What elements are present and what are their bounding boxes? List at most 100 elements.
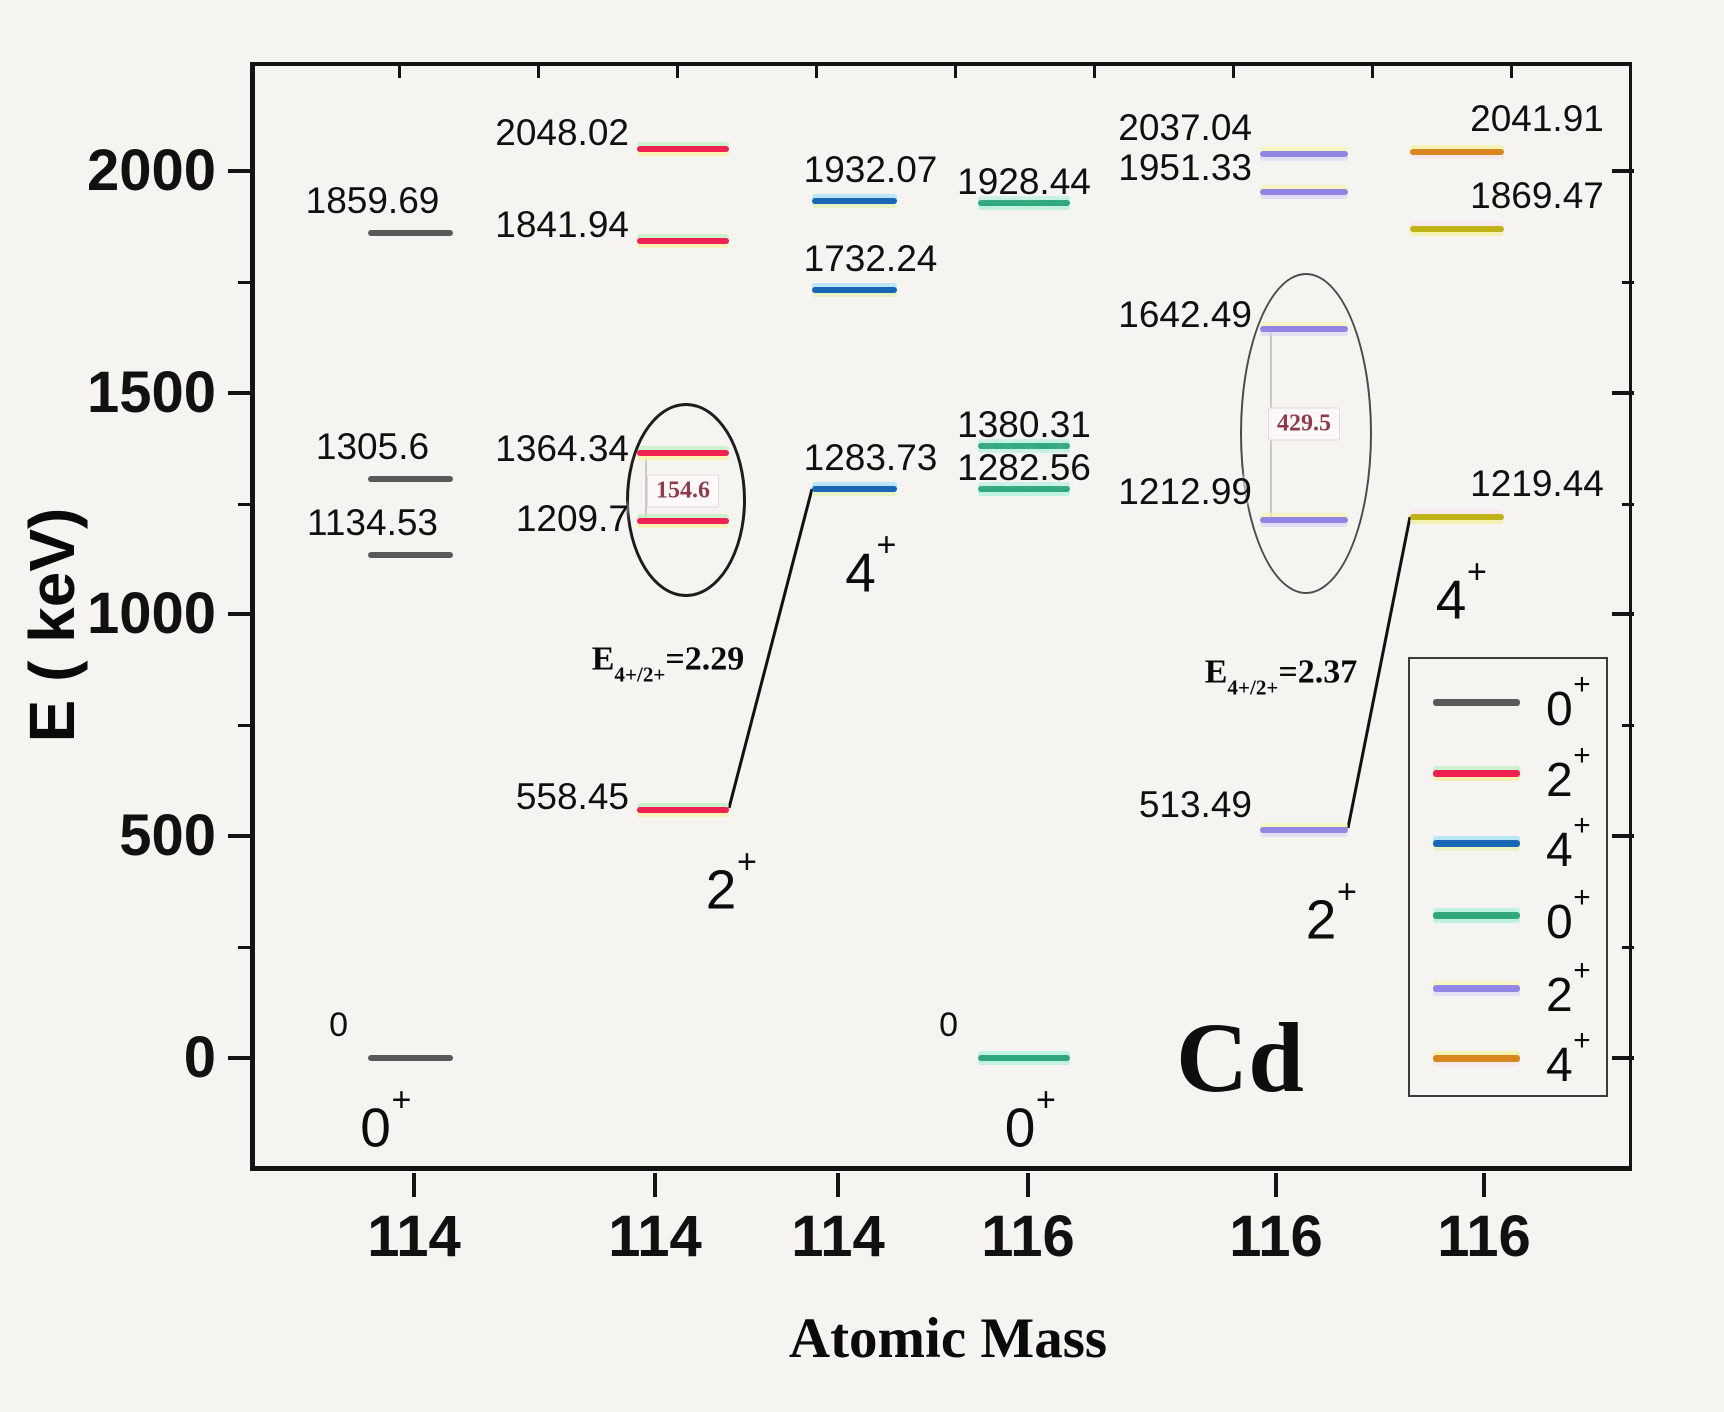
x-axis-tick-label: 116 — [1229, 1204, 1323, 1269]
legend-line-sample — [1433, 840, 1520, 847]
level-energy-label: 1869.47 — [1470, 175, 1604, 216]
level-energy-label: 1951.33 — [1118, 147, 1252, 188]
y-axis-minor-tick-right — [1622, 281, 1634, 284]
legend-entry-label: 2+ — [1546, 953, 1591, 1022]
level-line — [812, 486, 897, 492]
level-energy-label: 558.45 — [515, 776, 629, 817]
x-axis-tick-label: 114 — [608, 1204, 702, 1269]
level-energy-label: 1282.56 — [957, 447, 1091, 488]
y-axis-minor-tick-right — [1622, 724, 1634, 727]
top-axis-tick — [537, 62, 540, 78]
level-energy-label: 2041.91 — [1470, 98, 1604, 139]
level-line — [637, 146, 729, 152]
level-energy-label: 2037.04 — [1118, 107, 1252, 148]
level-line — [637, 238, 729, 244]
level-energy-label: 1212.99 — [1118, 471, 1252, 512]
level-line — [978, 1055, 1070, 1061]
legend-line-sample — [1433, 985, 1520, 992]
legend-line-sample — [1433, 770, 1520, 777]
y-axis-major-tick — [228, 1056, 250, 1060]
level-energy-label: 1732.24 — [803, 238, 938, 279]
top-axis-tick — [1093, 62, 1096, 78]
y-axis-minor-tick — [238, 503, 250, 506]
level-energy-label: 1932.07 — [803, 149, 938, 190]
level-energy-label: 2048.02 — [495, 112, 629, 153]
y-axis-major-tick-right — [1612, 612, 1634, 616]
x-axis-tick — [412, 1173, 416, 1197]
y-axis-minor-tick — [238, 281, 250, 284]
y-axis-tick-label: 500 — [119, 803, 216, 868]
level-line — [978, 443, 1070, 449]
energy-gap-label: 429.5 — [1268, 407, 1340, 440]
level-line — [978, 200, 1070, 206]
legend-line-sample — [1433, 912, 1520, 919]
y-axis-major-tick — [228, 391, 250, 395]
y-axis-major-tick-right — [1612, 391, 1634, 395]
y-axis-minor-tick — [238, 724, 250, 727]
spin-parity-label: 4+ — [1435, 552, 1487, 631]
x-axis-tick — [1274, 1173, 1278, 1197]
level-energy-label: 1841.94 — [495, 204, 629, 245]
legend-entry-label: 2+ — [1546, 738, 1591, 807]
x-axis-tick-label: 114 — [367, 1204, 461, 1269]
level-energy-label: 1305.6 — [315, 426, 430, 467]
energy-gap-label: 154.6 — [647, 474, 719, 508]
x-axis-tick — [1026, 1173, 1030, 1197]
level-line — [978, 486, 1070, 492]
level-line — [1260, 189, 1348, 195]
ratio-annotation: E4+/2+=2.37 — [1204, 653, 1358, 700]
top-axis-tick — [398, 62, 401, 78]
spin-parity-label: 4+ — [845, 525, 897, 604]
top-axis-tick — [815, 62, 818, 78]
y-axis-major-tick — [228, 169, 250, 173]
y-axis-minor-tick — [238, 946, 250, 949]
x-axis-tick — [836, 1173, 840, 1197]
plot-frame — [250, 62, 1632, 1171]
top-axis-tick — [954, 62, 957, 78]
x-axis-tick-label: 116 — [1437, 1204, 1531, 1269]
ratio-annotation: E4+/2+=2.29 — [591, 640, 745, 687]
element-title: Cd — [1176, 1002, 1304, 1113]
y-axis-tick-label: 0 — [183, 1025, 216, 1090]
level-energy-label: 1642.49 — [1118, 294, 1252, 335]
top-axis-tick — [1510, 62, 1513, 78]
y-axis-tick-label: 2000 — [86, 138, 216, 203]
top-axis-tick — [1232, 62, 1235, 78]
spin-parity-label: 2+ — [705, 842, 757, 921]
y-axis-minor-tick-right — [1622, 946, 1634, 949]
level-energy-label: 1283.73 — [803, 437, 938, 478]
top-axis-tick — [676, 62, 679, 78]
legend-entry-label: 0+ — [1546, 880, 1591, 949]
level-line — [637, 807, 729, 813]
level-line — [368, 230, 453, 236]
transition-line — [727, 488, 814, 809]
level-energy-label: 1219.44 — [1470, 463, 1604, 504]
x-axis-title: Atomic Mass — [788, 1307, 1108, 1370]
spin-parity-label: 0+ — [360, 1080, 412, 1159]
level-line — [368, 552, 453, 558]
level-energy-label: 1209.7 — [515, 498, 629, 539]
level-line — [1410, 226, 1504, 232]
x-axis-tick-label: 116 — [981, 1204, 1075, 1269]
y-axis-major-tick-right — [1612, 1056, 1634, 1060]
y-axis-minor-tick-right — [1622, 503, 1634, 506]
legend-line-sample — [1433, 1055, 1520, 1062]
spin-parity-label: 0+ — [1004, 1080, 1056, 1159]
transition-line — [1346, 516, 1412, 829]
y-axis-tick-label: 1000 — [86, 581, 216, 646]
level-line — [812, 198, 897, 204]
level-energy-label: 1364.34 — [495, 428, 629, 469]
level-energy-label: 0 — [939, 1006, 958, 1044]
legend-entry-label: 0+ — [1546, 667, 1591, 736]
legend-line-sample — [1433, 699, 1520, 706]
level-energy-label: 1134.53 — [307, 502, 438, 543]
level-line — [1410, 514, 1504, 520]
y-axis-major-tick-right — [1612, 834, 1634, 838]
legend-entry-label: 4+ — [1546, 808, 1591, 877]
level-line — [1260, 151, 1348, 157]
level-energy-label: 0 — [329, 1006, 348, 1044]
level-line — [368, 476, 453, 482]
x-axis-tick — [1482, 1173, 1486, 1197]
